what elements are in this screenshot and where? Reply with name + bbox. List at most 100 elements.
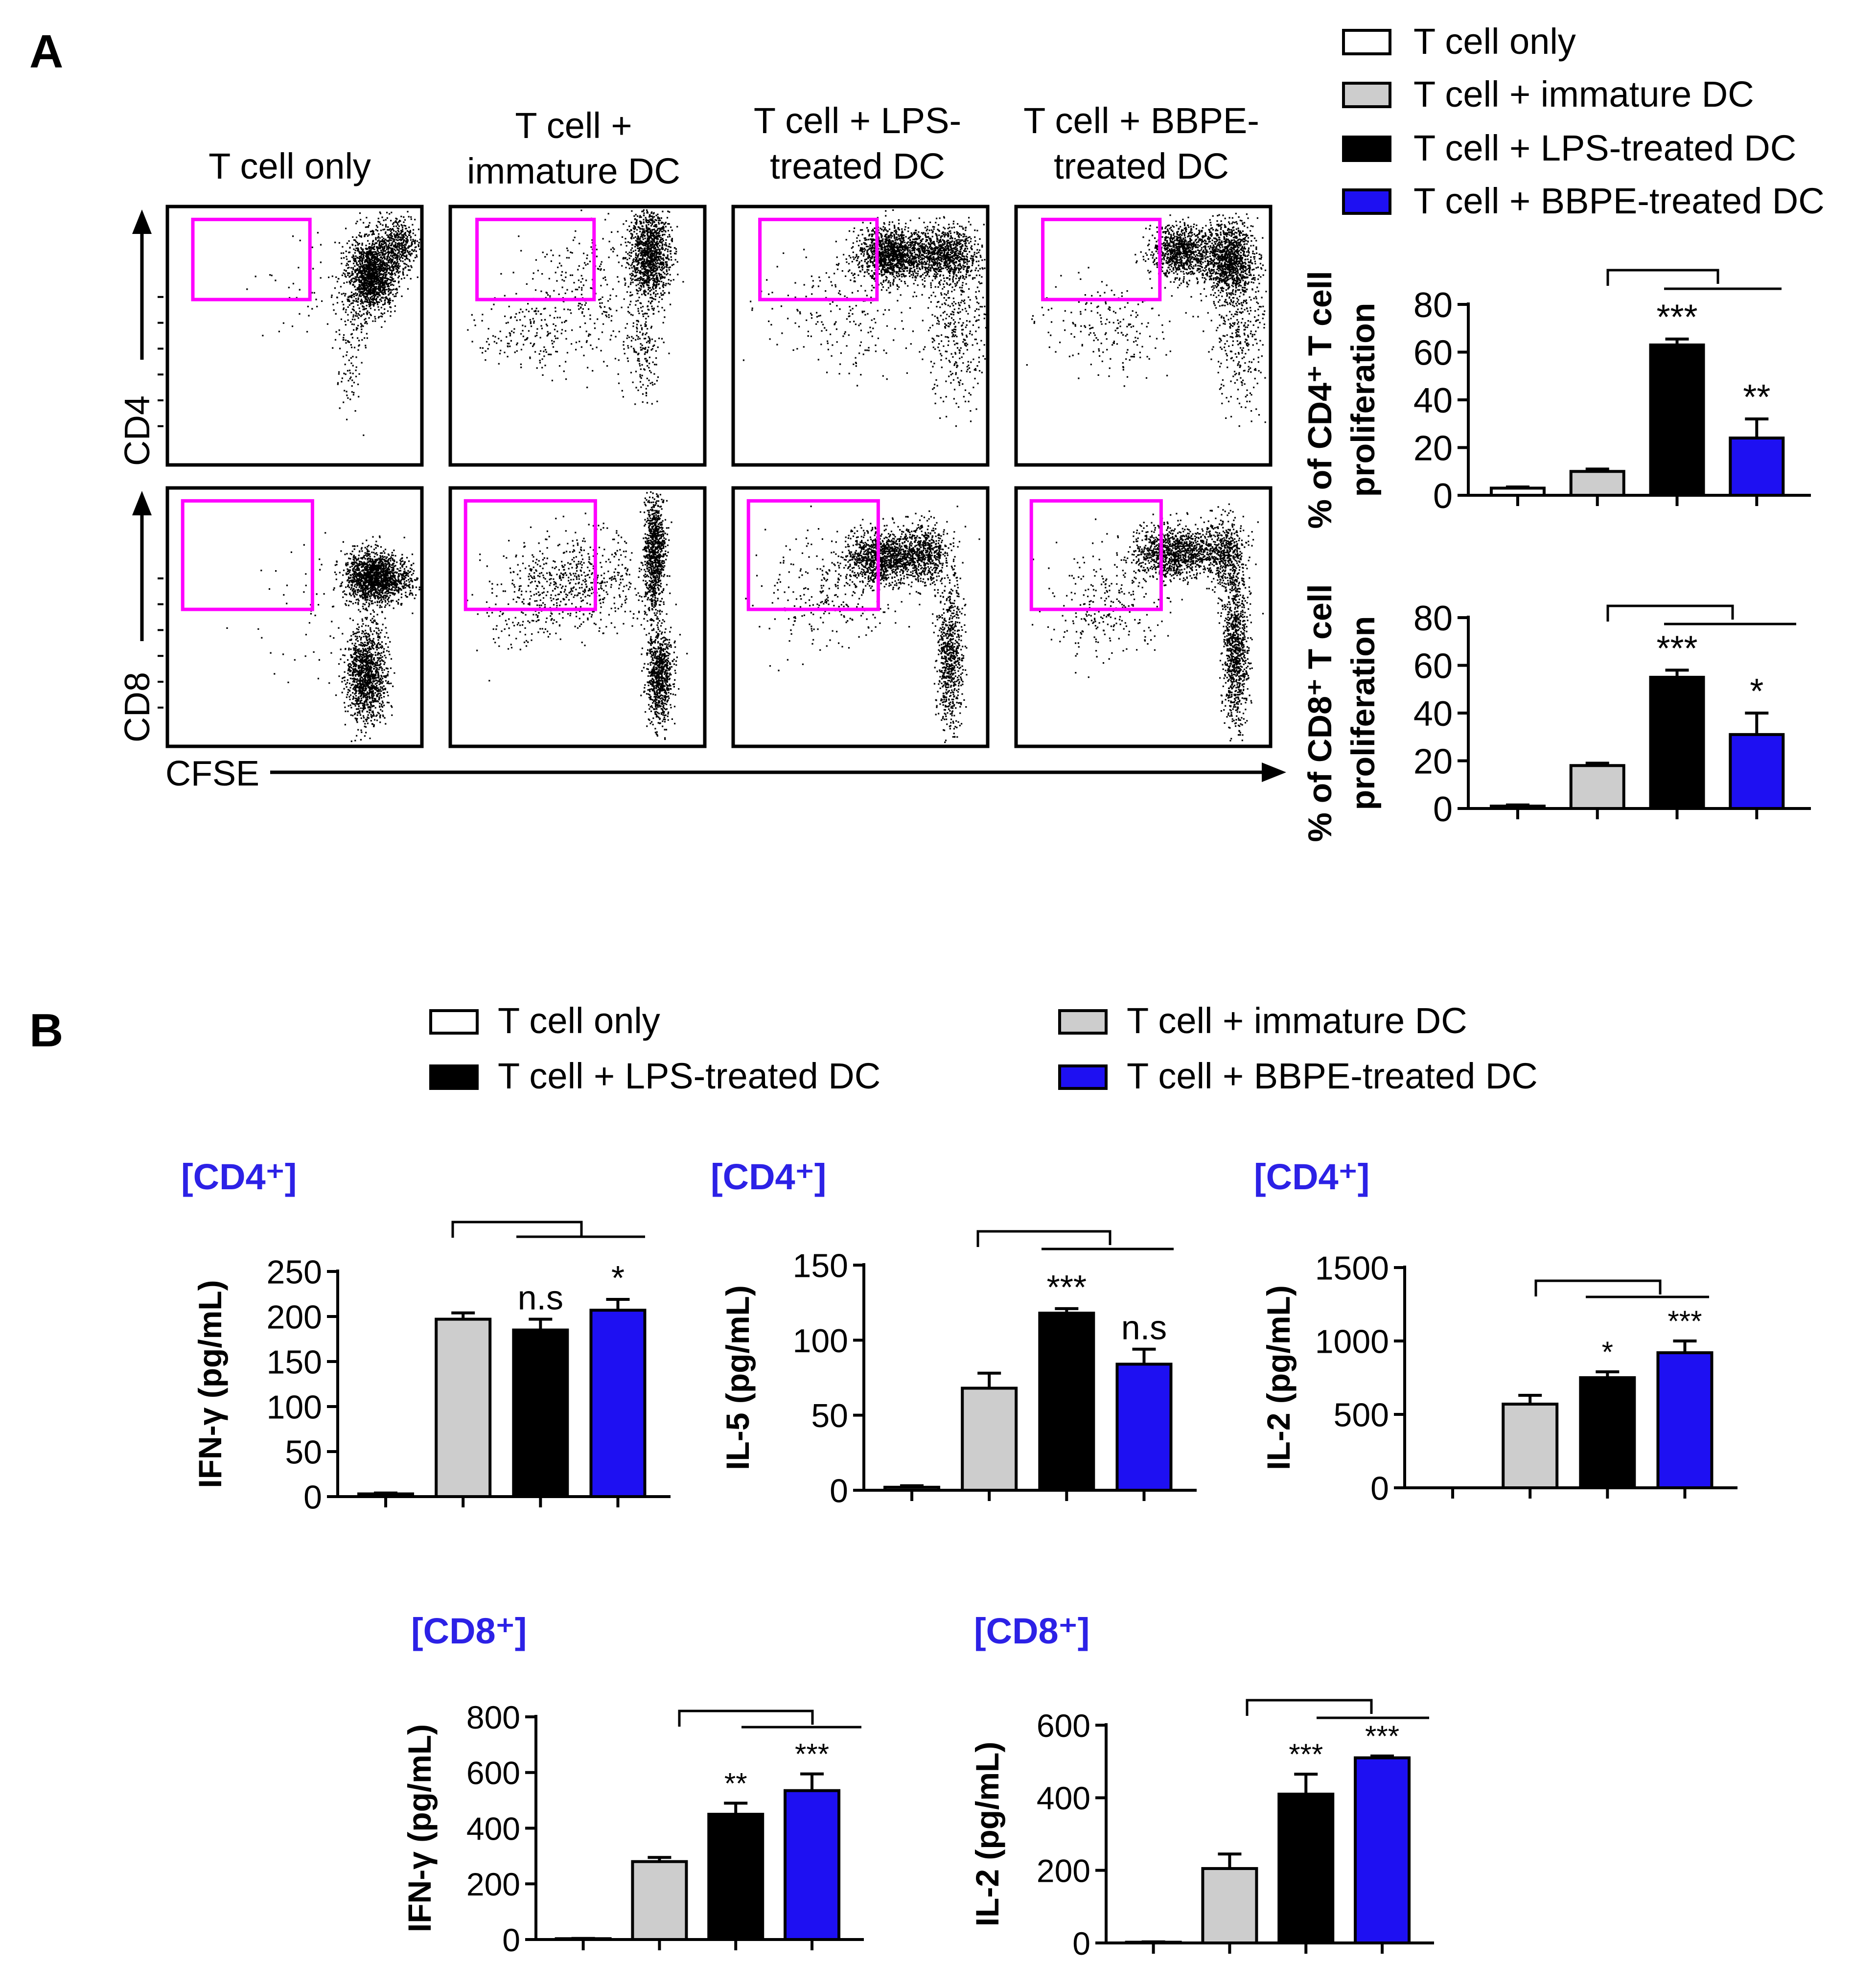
chart-ytick-label: 250: [267, 1253, 322, 1291]
chart-ytick-label: 0: [1072, 1925, 1090, 1962]
bar-3: [1354, 1756, 1411, 1944]
flow-gate: [758, 217, 879, 301]
flow-plot-cd4-0: [165, 205, 424, 467]
chart-ytick-label: 100: [793, 1322, 848, 1360]
legend-b-label-0: T cell only: [498, 1000, 660, 1041]
flow-col-title-2-line-0: T cell + LPS-: [754, 100, 961, 141]
chart-ytick-label: 400: [466, 1810, 520, 1847]
chart-ytick-label: 60: [1413, 333, 1453, 372]
bar-2: [707, 1813, 764, 1941]
chart-ytick-label: 600: [466, 1755, 520, 1791]
chart-ytick-label: 0: [830, 1472, 848, 1509]
chart-ylabel-0: % of CD8⁺ T cell: [1301, 584, 1339, 842]
comparison-bracket-0: [678, 1710, 814, 1727]
flow-ylabel-cd8: CD8: [118, 672, 157, 742]
chart-ylabel-0: IFN-γ (pg/mL): [192, 1280, 228, 1488]
flow-plot-frame: [165, 205, 424, 467]
chart-ytick-label: 0: [1433, 790, 1453, 829]
legend-a-label-2: T cell + LPS-treated DC: [1413, 128, 1796, 168]
flow-gate: [1041, 217, 1162, 301]
chart-ytick-label: 200: [1037, 1852, 1090, 1889]
significance-label-2: ***: [1046, 1268, 1087, 1306]
significance-label-3: ***: [1668, 1305, 1702, 1338]
comparison-bracket-0: [1246, 1699, 1373, 1716]
comparison-bracket-0: [1606, 604, 1734, 622]
legend-a-label-3: T cell + BBPE-treated DC: [1413, 181, 1825, 221]
significance-label-3: n.s: [1121, 1309, 1167, 1347]
bar-0: [1489, 805, 1546, 810]
significance-label-2: ***: [1656, 298, 1697, 337]
flow-cytometry-grid: T cell only T cell + immature DC T cell …: [118, 100, 1286, 793]
bar-1: [435, 1317, 492, 1499]
chart-ytick-label: 20: [1413, 429, 1453, 468]
chart-ytick-label: 400: [1037, 1780, 1090, 1816]
bar-3: [784, 1789, 841, 1941]
flow-events: [246, 210, 421, 436]
legend-a: T cell only T cell + immature DC T cell …: [1342, 21, 1825, 221]
bar-1: [1569, 470, 1625, 497]
legend-b-swatch-3: [1058, 1064, 1108, 1090]
flow-xlabel-cfse: CFSE: [165, 754, 259, 793]
flow-cd4-arrowhead: [132, 209, 152, 234]
panel-label-a: A: [29, 25, 63, 78]
legend-a-swatch-1: [1342, 82, 1391, 108]
chart-cd4_ifng: [CD4⁺] IFN-γ (pg/mL) 0 50 100 150 200 250 n.s *: [181, 1156, 671, 1516]
chart-ylabel-0: IL-2 (pg/mL): [1260, 1285, 1297, 1470]
flow-events: [467, 209, 684, 405]
comparison-bracket-0: [451, 1221, 583, 1238]
significance-label-3: *: [611, 1259, 625, 1297]
bar-3: [1729, 733, 1785, 810]
legend-b-label-3: T cell + BBPE-treated DC: [1127, 1056, 1538, 1096]
flow-events: [1032, 503, 1264, 741]
chart-ytick-label: 60: [1413, 647, 1453, 686]
chart-header: [CD4⁺]: [1254, 1156, 1369, 1197]
flow-plot-frame: [731, 486, 990, 748]
chart-cd4_il5: [CD4⁺] IL-5 (pg/mL) 0 50 100 150 *** n.s: [711, 1156, 1197, 1509]
significance-label-2: *: [1602, 1336, 1613, 1368]
flow-gate: [181, 499, 314, 611]
bar-3: [1729, 437, 1785, 497]
chart-cd8_il2: [CD8⁺] IL-2 (pg/mL) 0 200 400 600 *** ***: [969, 1611, 1434, 1962]
chart-ytick-label: 40: [1413, 694, 1453, 734]
flow-col-title-3-line-1: treated DC: [1054, 146, 1229, 186]
chart-ytick-label: 200: [267, 1298, 322, 1336]
legend-b-swatch-1: [429, 1064, 479, 1090]
chart-ylabel-0: IL-5 (pg/mL): [719, 1285, 756, 1470]
legend-b-label-1: T cell + LPS-treated DC: [498, 1056, 880, 1096]
flow-plot-frame: [448, 486, 707, 748]
chart-ytick-label: 0: [502, 1922, 520, 1958]
significance-label-2: ***: [1656, 629, 1697, 668]
flow-cd8-arrowhead: [132, 491, 152, 515]
bar-2: [1579, 1376, 1636, 1489]
chart-ytick-label: 0: [1433, 477, 1453, 516]
flow-col-title-0-line-0: T cell only: [208, 146, 371, 186]
chart-ytick-label: 80: [1413, 599, 1453, 638]
chart-ylabel-0: IFN-γ (pg/mL): [401, 1724, 438, 1932]
chart-ylabel-0: IL-2 (pg/mL): [969, 1742, 1005, 1927]
bar-0: [1489, 486, 1546, 497]
flow-plot-cd4-3: [1014, 205, 1273, 467]
flow-events: [742, 209, 987, 427]
flow-events: [745, 506, 980, 743]
chart-ytick-label: 150: [267, 1343, 322, 1381]
panel-label-b: B: [29, 1004, 63, 1057]
bar-0: [883, 1485, 941, 1492]
flow-col-title-1-line-0: T cell +: [515, 105, 632, 146]
bar-2: [1038, 1312, 1095, 1492]
flow-axis-ticks: [158, 296, 163, 709]
flow-ylabel-cd4: CD4: [118, 395, 157, 466]
flow-events: [226, 532, 420, 742]
chart-ytick-label: 200: [466, 1866, 520, 1902]
bar-3: [589, 1309, 647, 1499]
flow-col-title-3-line-0: T cell + BBPE-: [1023, 100, 1259, 141]
flow-plot-cd8-1: [448, 486, 707, 748]
chart-header: [CD4⁺]: [711, 1156, 826, 1197]
chart-ytick-label: 800: [466, 1699, 520, 1735]
legend-a-swatch-3: [1342, 188, 1391, 215]
bar-1: [1569, 764, 1625, 810]
flow-gate: [463, 499, 597, 611]
flow-plot-cd4-2: [731, 205, 990, 467]
chart-ylabel-1: proliferation: [1344, 616, 1382, 810]
chart-ytick-label: 50: [811, 1397, 848, 1434]
